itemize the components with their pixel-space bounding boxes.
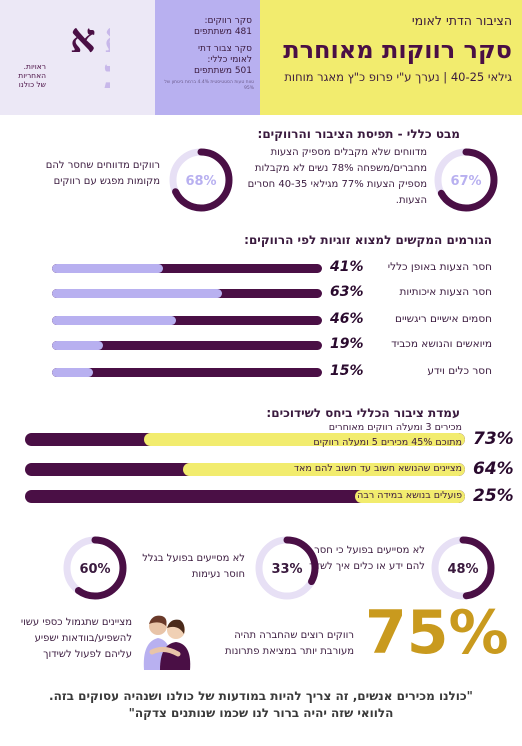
factor-row: מיואשים והנושא מכביד 19%: [0, 336, 522, 356]
incentive-text: מציינים שתגמול כספי עשוי להשפיע/בוודאות …: [20, 617, 132, 660]
ring-pct-label: 60%: [79, 562, 110, 577]
factor-pct: 41%: [330, 259, 364, 275]
factor-bar-fill: [52, 341, 104, 350]
factor-label: מיואשים והנושא מכביד: [391, 338, 492, 350]
bottom-ring-3: 60%: [63, 536, 127, 600]
big-stat-text: רווקים רוצים שהחברה תהיה מעורבת יותר במצ…: [225, 630, 354, 657]
attitude-label: מציינים שהנושא חשוב עד חשוב להם מאד: [294, 461, 462, 476]
overview-left-text: רווקים מדווחים שחסר להם מקומות מפגש עם ר…: [45, 160, 160, 187]
attitude-label: פועלים בנושא במידה רבה: [357, 488, 462, 503]
stat-line: 481 משתתפים: [194, 27, 252, 37]
attitude-bar-track: [25, 433, 465, 446]
logo-text: ראויות. האחריות של כולנו: [18, 62, 46, 89]
factor-bar-track: [52, 264, 322, 273]
bottom-ring-2: 33%: [255, 536, 319, 600]
attitude-row: 25% פועלים בנושא במידה רבה: [0, 485, 522, 507]
attitude-title: עמדת ציבור הכללי ביחס לשידוכים:: [266, 406, 460, 420]
ring-pct-label: 67%: [450, 174, 481, 189]
attitude-label-line: פועלים בנושא במידה רבה: [357, 490, 462, 501]
ring-pct-label: 33%: [271, 562, 302, 577]
stat-line: סקר רווקים:: [204, 16, 252, 26]
overview-title: מבט כללי - תפיסת הציבור והרווקים:: [257, 127, 460, 141]
attitude-label-line: מציינים שהנושא חשוב עד חשוב להם מאד: [293, 463, 462, 474]
factor-pct: 46%: [330, 311, 364, 327]
attitude-label: מכירים 3 ומעלה רווקים מאוחרים מתוכם 45% מ…: [313, 420, 462, 450]
hug-illustration-icon: [143, 615, 191, 670]
attitude-row: 64% מציינים שהנושא חשוב עד חשוב להם מאד: [0, 458, 522, 480]
attitude-label-line: מתוכם 45% מכירים 5 ומעלה רווקים: [313, 437, 462, 448]
factor-label: חסמים אישיים ריגשיים: [395, 313, 492, 325]
ring-pct-label: 48%: [447, 562, 478, 577]
factor-row: חסר הצעות איכותיות 63%: [0, 284, 522, 304]
bottom-ring-1: 48%: [431, 536, 495, 600]
attitude-pct: 25%: [473, 486, 514, 506]
stat-line: סקר צבור דתי: [198, 44, 252, 54]
factor-bar-track: [52, 341, 322, 350]
factor-pct: 15%: [330, 363, 364, 379]
header-stats-panel: סקר רווקים: 481 משתתפים סקר צבור דתי לאו…: [155, 0, 260, 115]
margin-of-error-note: טווח טעות הסטטיסטית 4.4% ברמת ביטחון של …: [164, 80, 254, 91]
factor-bar-fill: [52, 289, 223, 298]
attitude-pct: 64%: [473, 459, 514, 479]
svg-text:א: א: [70, 18, 96, 62]
survey-stats: סקר רווקים: 481 משתתפים סקר צבור דתי לאו…: [160, 16, 252, 77]
attitude-bar-track: [25, 463, 465, 476]
survey-meta: גילאי 40-25 | נערך ע"י פרופ כ"ץ מאגר מוח…: [284, 70, 512, 84]
factor-bar-fill: [52, 316, 177, 325]
attitude-label-line: מכירים 3 ומעלה רווקים מאוחרים: [328, 422, 462, 433]
svg-text:בא: בא: [104, 18, 110, 62]
factor-bar-track: [52, 316, 322, 325]
factor-row: חסר כלים וידע 15%: [0, 363, 522, 383]
factor-label: חסר הצעות איכותיות: [399, 286, 493, 298]
factor-pct: 19%: [330, 336, 364, 352]
header-subtitle: הציבור הדתי לאומי: [411, 13, 512, 28]
attitude-row: 73% מכירים 3 ומעלה רווקים מאוחרים מתוכם 45…: [0, 422, 522, 450]
factors-title: הגורמים המקשים למצוא זוגיות לפי הרווקים:: [244, 233, 492, 247]
factor-bar-fill: [52, 368, 93, 377]
stat-line: לאומי כללי:: [207, 55, 252, 65]
bottom-ring-1-text: לא מסייעים בפועל כי חסר להם ידע או כלים …: [309, 545, 425, 572]
big-stat-pct: 75%: [365, 598, 509, 668]
factor-bar-track: [52, 289, 322, 298]
factor-bar-track: [52, 368, 322, 377]
factor-bar-fill: [52, 264, 163, 273]
attitude-bar-fill: [355, 490, 465, 503]
header-title-panel: הציבור הדתי לאומי סקר רווקות מאוחרת גילא…: [260, 0, 522, 115]
svg-text:טוב: טוב: [104, 51, 110, 90]
quote-line-1: "כולנו מכירים אנשים, זה צריך להיות במודע…: [49, 689, 473, 703]
factor-label: חסר הצעות באופן כללי: [387, 261, 492, 273]
attitude-pct: 73%: [473, 429, 514, 449]
closing-quote: "כולנו מכירים אנשים, זה צריך להיות במודע…: [20, 688, 502, 722]
overview-ring-right: 67%: [434, 148, 498, 212]
bottom-ring-2-text: לא מסייעים בפועל בגלל חוסר נעימות: [142, 553, 245, 580]
attitude-bar-fill: [143, 433, 465, 446]
overview-right-text: מדווחים שלא מקבלים מספיק הצעות מחברים/מש…: [247, 147, 427, 206]
factor-label: חסר כלים וידע: [427, 365, 492, 377]
attitude-bar-track: [25, 490, 465, 503]
factor-row: חסר הצעות באופן כללי 41%: [0, 259, 522, 279]
attitude-bar-fill: [183, 463, 465, 476]
ring-pct-label: 68%: [185, 174, 216, 189]
factor-pct: 63%: [330, 284, 364, 300]
logo-panel: בא טוב א ראויות. האחריות של כולנו: [0, 0, 155, 115]
stat-line: 501 משתתפים: [194, 66, 252, 76]
overview-ring-left: 68%: [169, 148, 233, 212]
quote-line-2: הלוואי שזה יהיה ברור לנו שכמו שנותנים צד…: [128, 706, 394, 720]
factor-row: חסמים אישיים ריגשיים 46%: [0, 311, 522, 331]
logo-icon: בא טוב א: [70, 18, 110, 90]
header: הציבור הדתי לאומי סקר רווקות מאוחרת גילא…: [0, 0, 522, 115]
page-title: סקר רווקות מאוחרת: [283, 36, 512, 64]
